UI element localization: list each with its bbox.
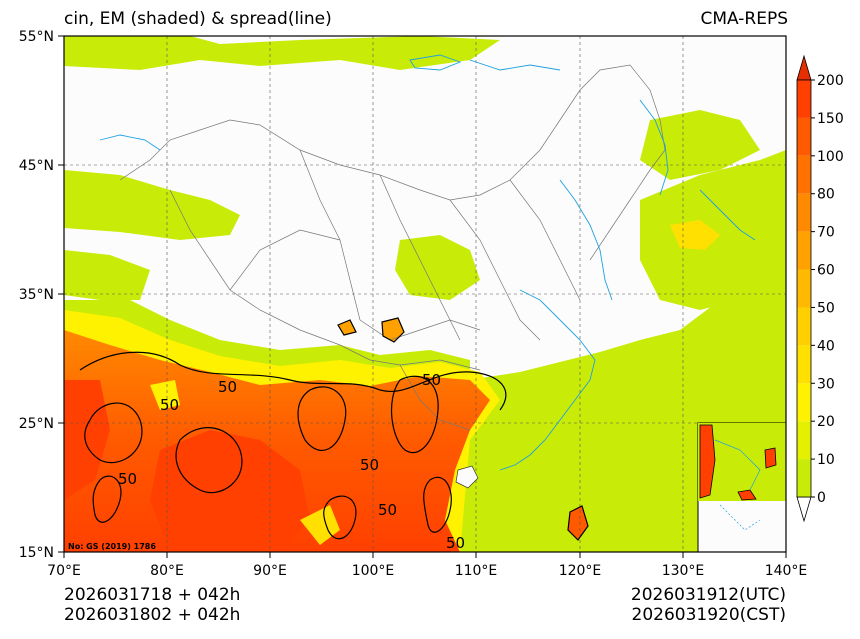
- colorbar-segment: [797, 80, 811, 118]
- lat-label: 55°N: [19, 29, 54, 45]
- shading-taiwan-spot: [568, 506, 588, 540]
- shading-low-north: [64, 36, 500, 70]
- colorbar-label: 80: [817, 187, 835, 203]
- map-area: 50 50 50 50 50 50 50 No: GS (2019) 1786: [64, 36, 786, 552]
- contour-label: 50: [118, 470, 137, 488]
- lake-icon: [409, 54, 462, 71]
- map-title: cin, EM (shaded) & spread(line): [64, 9, 332, 29]
- colorbar-label: 100: [817, 149, 844, 165]
- colorbar-label: 30: [817, 376, 835, 392]
- shading-low-central: [395, 235, 480, 300]
- colorbar-segment: [797, 117, 811, 156]
- lat-label: 45°N: [19, 158, 54, 174]
- init-time-cst: 2026031802 + 042h: [64, 605, 241, 625]
- colorbar-label: 50: [817, 300, 835, 316]
- lon-label: 130°E: [662, 563, 705, 579]
- lat-label: 35°N: [19, 287, 54, 303]
- shading-mid-east: [670, 220, 720, 250]
- spread-contours: [79, 317, 589, 541]
- shading-yellow-spot: [150, 380, 180, 410]
- shading-low-west: [64, 170, 240, 240]
- colorbar-segment: [797, 155, 811, 194]
- colorbar-label: 60: [817, 263, 835, 279]
- shading-max-bay: [150, 430, 310, 552]
- contour-label: 50: [378, 501, 397, 519]
- colorbar-label: 40: [817, 338, 835, 354]
- contour-label: 50: [218, 378, 237, 396]
- contour-label: 50: [422, 371, 441, 389]
- shading-low-northeast: [640, 110, 760, 180]
- island-hainan: [455, 465, 479, 489]
- lat-label: 25°N: [19, 416, 54, 432]
- colorbar: 0 10 20 30 40 50 60 70 80 100 150 200: [796, 54, 844, 523]
- colorbar-segment: [797, 307, 811, 346]
- valid-time-utc: 2026031912(UTC): [630, 585, 786, 605]
- shading-tibet-spot: [382, 318, 404, 342]
- coastlines: [99, 59, 756, 471]
- lon-label: 120°E: [559, 563, 602, 579]
- lon-label: 70°E: [47, 563, 81, 579]
- colorbar-segment: [797, 459, 811, 497]
- colorbar-label: 150: [817, 111, 844, 127]
- colorbar-max-arrow: [796, 54, 812, 81]
- colorbar-segment: [797, 269, 811, 308]
- south-china-sea-inset: [697, 422, 786, 552]
- colorbar-min-arrow: [796, 496, 812, 523]
- colorbar-label: 10: [817, 452, 835, 468]
- colorbar-label: 70: [817, 225, 835, 241]
- colorbar-label: 0: [817, 490, 826, 506]
- colorbar-segment: [797, 231, 811, 270]
- lon-label: 110°E: [455, 563, 498, 579]
- contour-label: 50: [446, 534, 465, 552]
- model-name: CMA-REPS: [700, 9, 788, 29]
- contour-label: 50: [360, 456, 379, 474]
- colorbar-segment: [797, 345, 811, 384]
- colorbar-segment: [797, 193, 811, 232]
- lat-axis: 55°N 45°N 35°N 25°N 15°N: [19, 29, 64, 561]
- lon-label: 100°E: [352, 563, 395, 579]
- contour-labels: 50 50 50 50 50 50 50: [118, 371, 465, 552]
- colorbar-label: 20: [817, 414, 835, 430]
- lon-label: 140°E: [765, 563, 808, 579]
- init-time-utc: 2026031718 + 042h: [64, 585, 241, 605]
- contour-label: 50: [160, 396, 179, 414]
- lon-axis: 70°E 80°E 90°E 100°E 110°E 120°E 130°E 1…: [47, 552, 807, 579]
- colorbar-label: 200: [817, 73, 844, 89]
- lat-label: 15°N: [19, 545, 54, 561]
- borders: [119, 64, 666, 431]
- copyright-note: No: GS (2019) 1786: [68, 542, 156, 551]
- colorbar-segment: [797, 421, 811, 460]
- shading-low-west2: [64, 250, 150, 300]
- colorbar-segment: [797, 383, 811, 422]
- lon-label: 90°E: [253, 563, 287, 579]
- shading-yellow-spot2: [300, 505, 340, 545]
- graticule: [64, 36, 786, 552]
- lon-label: 80°E: [150, 563, 184, 579]
- valid-time-cst: 2026031920(CST): [631, 605, 786, 625]
